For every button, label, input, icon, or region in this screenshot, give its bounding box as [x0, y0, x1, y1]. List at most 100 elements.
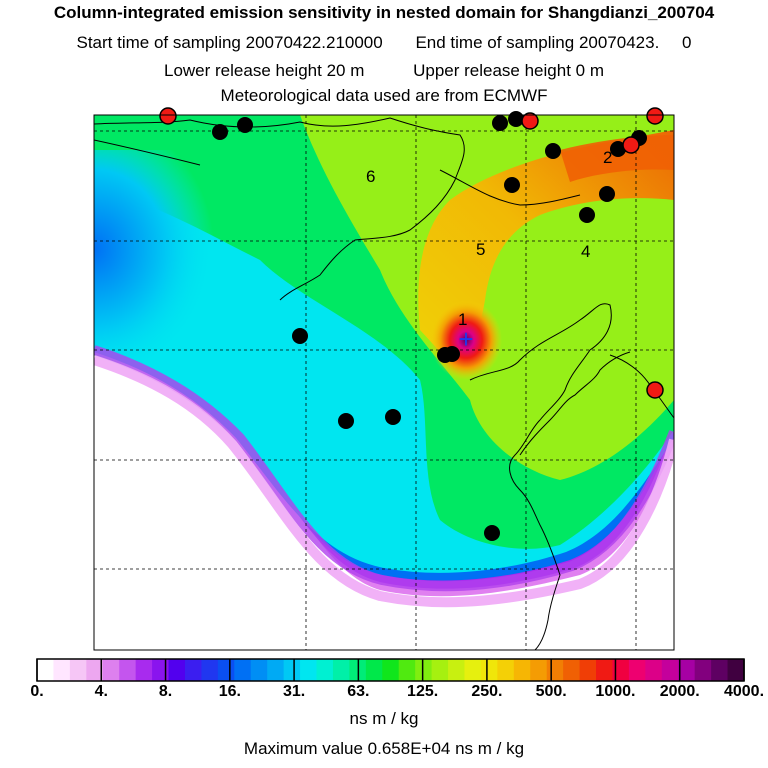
colorbar-cell — [431, 659, 449, 681]
field-fringe — [94, 345, 674, 592]
colorbar-label: 500. — [535, 683, 567, 700]
station-dot — [610, 141, 626, 157]
border-north — [94, 117, 465, 301]
colorbar-cell — [645, 659, 663, 681]
colorbar-cell — [217, 659, 235, 681]
station-red — [646, 107, 664, 125]
field-fringe-outer — [94, 355, 674, 608]
colorbar-cell — [711, 659, 729, 681]
colorbar-cell — [612, 659, 630, 681]
station-dot — [484, 525, 500, 541]
lower-label: Lower release height — [164, 61, 322, 80]
colorbar-frame — [36, 658, 745, 682]
field-plume-core — [560, 135, 674, 182]
colorbar-cell — [596, 659, 614, 681]
field-yellowgreen — [300, 115, 674, 480]
colorbar-cell — [135, 659, 153, 681]
colorbar-units: ns m / kg — [349, 709, 419, 728]
colorbar-cell — [300, 659, 318, 681]
border-west — [94, 139, 201, 166]
end-value: 20070423. — [578, 33, 660, 52]
colorbar-label: 125. — [407, 683, 439, 700]
colorbar-cell — [184, 659, 203, 681]
colorbar-label: 16. — [218, 683, 241, 700]
colorbar-cell — [53, 659, 71, 681]
colorbar-cell — [497, 659, 515, 681]
release-height-line: Lower release height 20 m Upper release … — [0, 61, 768, 81]
plot-frame — [93, 114, 675, 651]
receptor-marker: + — [458, 324, 473, 354]
region-label-1: 1 — [458, 310, 467, 329]
colorbar-label: 31. — [282, 683, 306, 700]
station-dot — [385, 409, 401, 425]
station-dot — [504, 177, 520, 193]
station-dot — [212, 124, 228, 140]
field-white-south — [94, 355, 674, 650]
colorbar-cell — [464, 659, 482, 681]
end-suffix: 0 — [682, 33, 692, 52]
station-dot — [237, 117, 253, 133]
region-label-6: 6 — [366, 167, 375, 186]
maximum-value: Maximum value 0.658E+04 ns m / kg — [243, 739, 525, 758]
upper-value: 0 m — [575, 61, 604, 80]
colorbar-cell — [448, 659, 466, 681]
colorbar-cell — [727, 659, 745, 681]
coast-inner — [519, 351, 631, 456]
sampling-times-line: Start time of sampling 20070422.210000 E… — [0, 33, 768, 53]
region-label-4: 4 — [581, 242, 590, 261]
lower-value: 20 m — [326, 61, 365, 80]
station-dot — [545, 143, 561, 159]
coast-bohai — [469, 303, 612, 650]
colorbar-label: 4000. — [723, 683, 765, 700]
colorbar-cell — [201, 659, 219, 681]
station-dot — [492, 115, 508, 131]
station-red — [646, 381, 664, 399]
colorbar-label: 63. — [347, 683, 370, 700]
colorbar-label: 8. — [158, 683, 173, 700]
met-data-line: Meteorological data used are from ECMWF — [220, 86, 548, 105]
start-value: 20070422.210000 — [245, 33, 383, 52]
colorbar-cell — [678, 659, 696, 681]
colorbar-cell — [37, 659, 55, 681]
station-dot — [292, 328, 308, 344]
colorbar-cell — [152, 659, 170, 681]
colorbar-cell — [365, 659, 383, 681]
region-label-2: 2 — [603, 148, 612, 167]
colorbar-cell — [382, 659, 400, 681]
field-layer — [94, 115, 674, 650]
colorbar-cell — [530, 659, 548, 681]
station-dot — [599, 186, 615, 202]
colorbar-cell — [398, 659, 416, 681]
colorbar-cell — [102, 659, 120, 681]
colorbar-cell — [69, 659, 87, 681]
station-red — [622, 136, 640, 154]
chart-title: Column-integrated emission sensitivity i… — [53, 3, 715, 22]
station-red — [521, 112, 539, 130]
colorbar-cell — [661, 659, 679, 681]
colorbar-cell — [168, 659, 186, 681]
station-red — [159, 107, 177, 125]
colorbar-label: 4. — [94, 683, 108, 700]
lat-lon-grid — [94, 115, 674, 650]
colorbar-cell — [234, 659, 252, 681]
colorbar-cell — [628, 659, 646, 681]
colorbar-cell — [415, 659, 433, 681]
colorbar-label: 250. — [471, 683, 503, 700]
upper-label: Upper release height — [413, 61, 571, 80]
colorbar-label: 2000. — [659, 683, 700, 700]
colorbar-cell — [332, 659, 350, 681]
station-dot — [579, 207, 595, 223]
colorbar-cell — [579, 659, 597, 681]
station-dot — [437, 347, 453, 363]
colorbar-cell — [694, 659, 712, 681]
colorbar-label: 1000. — [595, 683, 636, 700]
field-west-blue — [94, 150, 294, 370]
colorbar-cell — [86, 659, 104, 681]
colorbar-cell — [119, 659, 137, 681]
end-label: End time of sampling — [415, 33, 575, 52]
colorbar-label: 0. — [30, 683, 44, 700]
colorbar-cell — [546, 659, 564, 681]
colorbar-cell — [316, 659, 334, 681]
